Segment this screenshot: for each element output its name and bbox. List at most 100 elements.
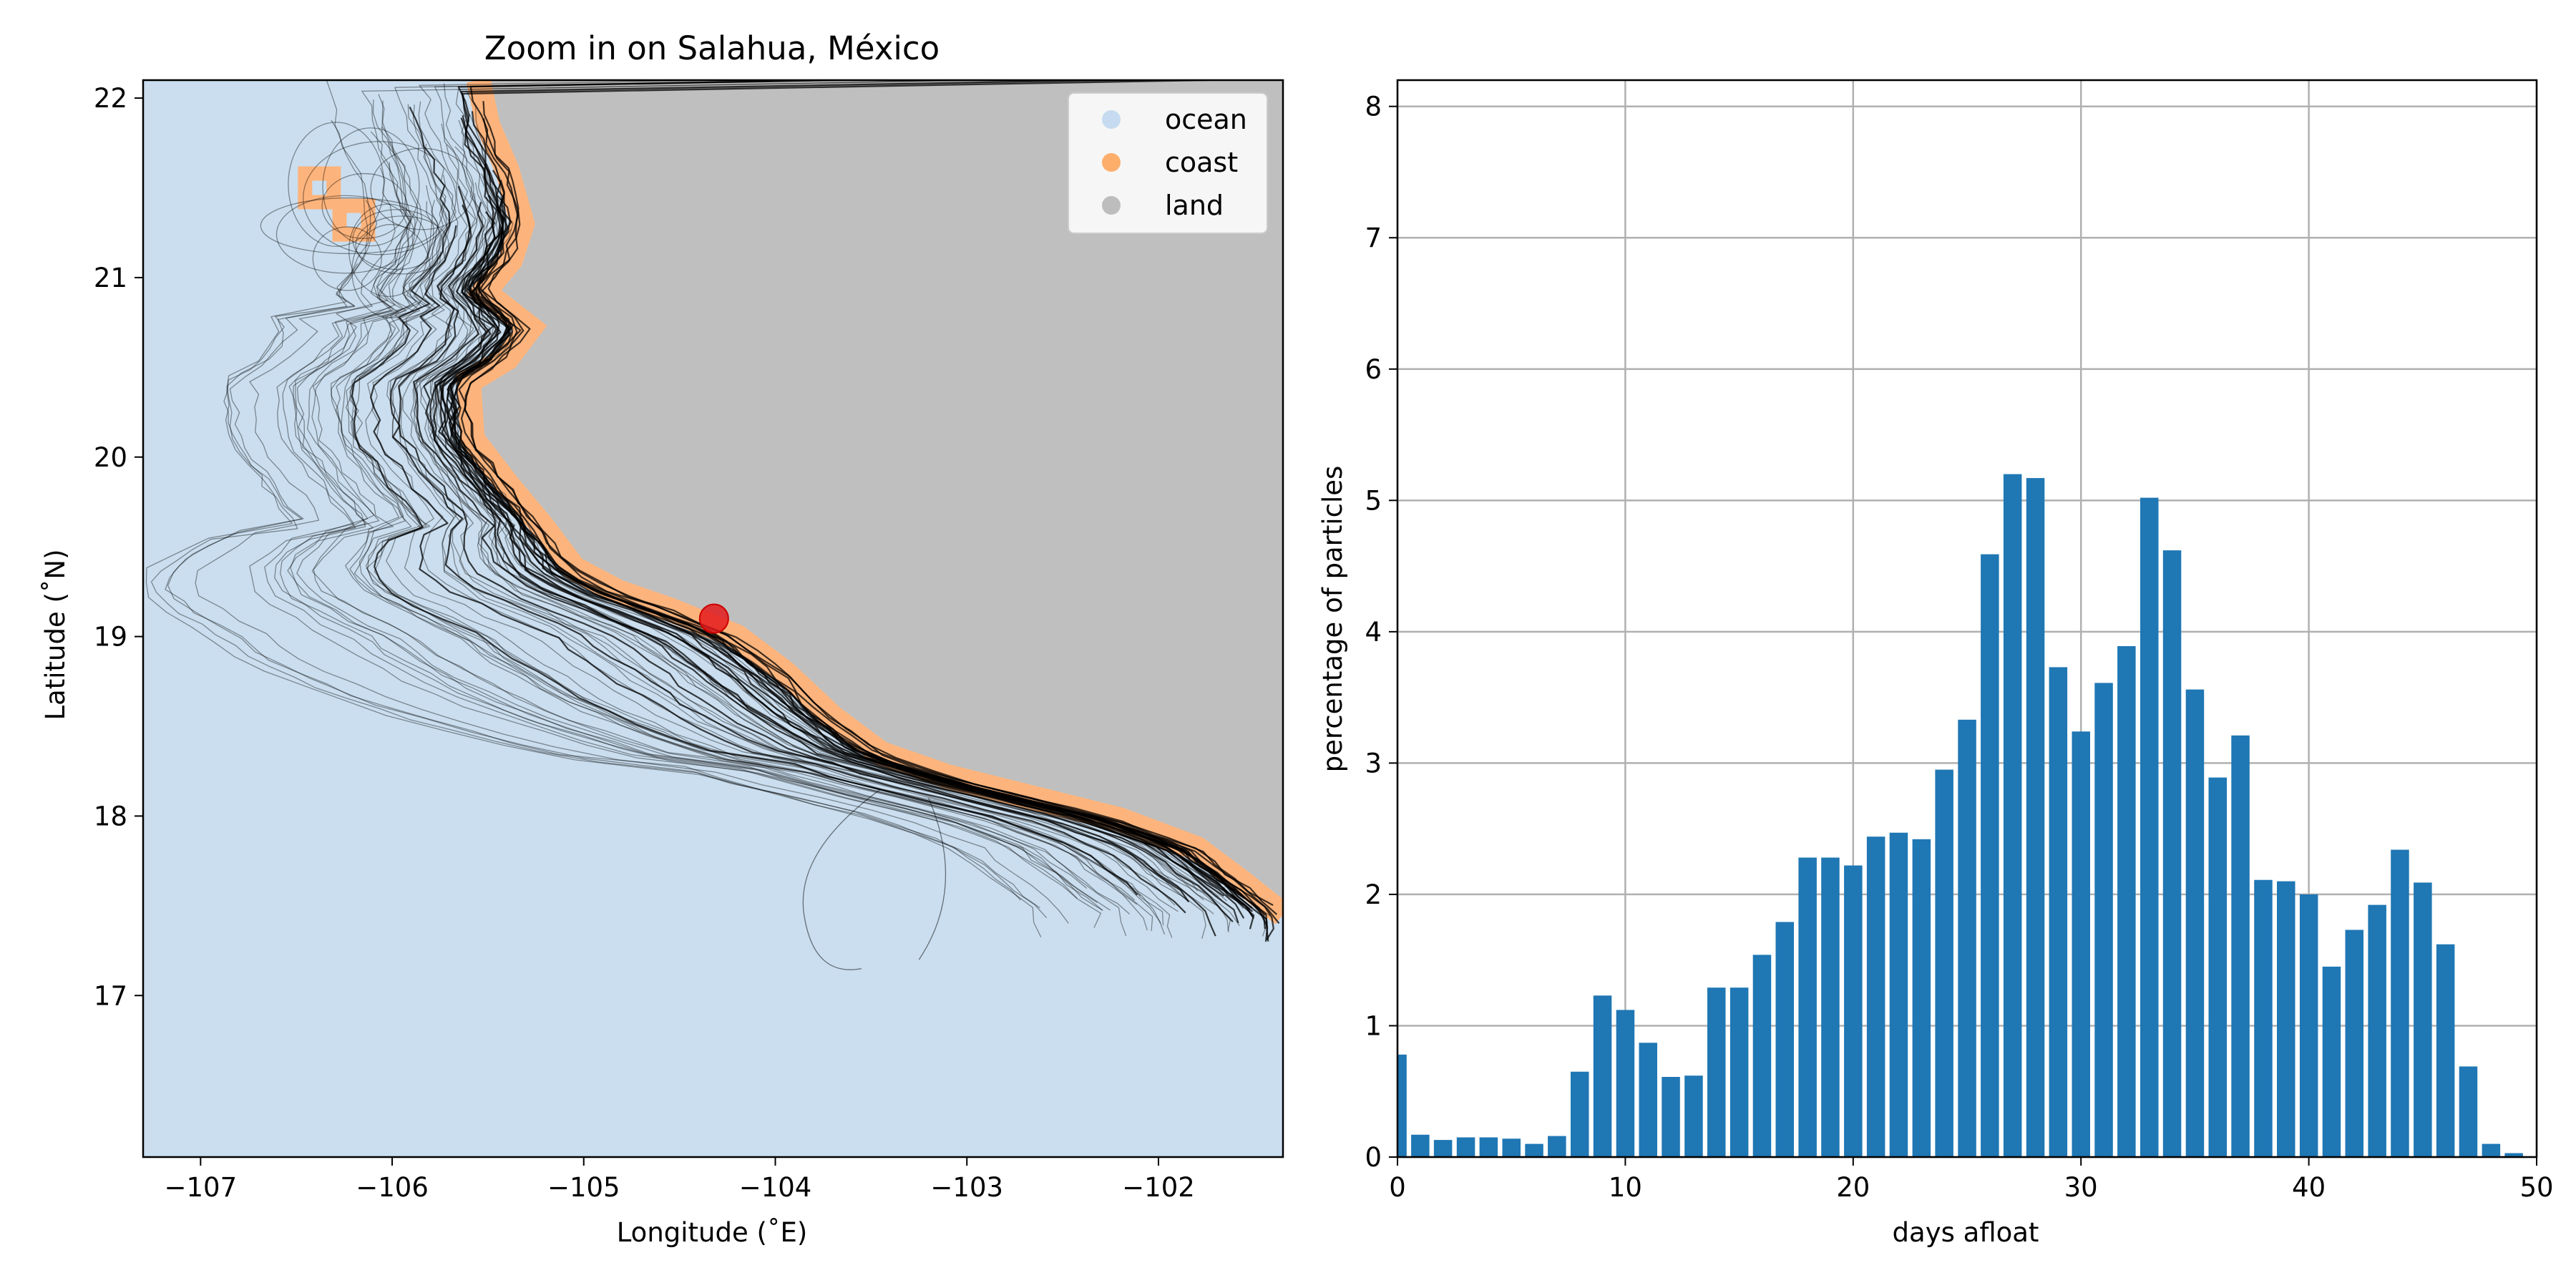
histogram-y-tick-label: 7 [1365, 223, 1382, 253]
histogram-bars [1397, 474, 2523, 1157]
histogram-bar [2162, 550, 2182, 1157]
histogram-bar [1684, 1075, 1703, 1157]
map-panel: Zoom in on Salahua, México −107 −106 −105−… [40, 29, 1284, 1248]
histogram-bar [1775, 922, 1794, 1157]
particle-track [195, 167, 1069, 924]
particle-track [349, 104, 1164, 926]
histogram-y-tick-label: 8 [1365, 92, 1382, 122]
particle-track [432, 218, 1219, 897]
histogram-bar [1662, 1077, 1680, 1157]
particle-track [414, 182, 1229, 932]
particle-track [348, 203, 1141, 897]
particle-track [412, 202, 1234, 922]
histogram-bar [1525, 1143, 1543, 1157]
histogram-bar [2482, 1143, 2501, 1157]
histogram-y-tick-label: 4 [1365, 617, 1382, 648]
particle-track [389, 80, 1189, 902]
histogram-y-tick-label: 0 [1365, 1142, 1382, 1173]
histogram-bar [2345, 930, 2363, 1157]
island-ocean-cell [312, 180, 327, 195]
map-x-tick-label: −104 [739, 1172, 812, 1203]
map-x-tick-label: −106 [356, 1172, 429, 1203]
map-x-tick-label: −103 [930, 1172, 1003, 1203]
particle-track [296, 100, 1088, 889]
map-x-axis: −107 −106 −105 −104 −103 −102 [165, 1157, 1195, 1203]
histogram-bar [2231, 735, 2250, 1157]
histogram-y-axis-label: percentage of particles [1317, 466, 1348, 773]
particle-track [428, 252, 1228, 902]
histogram-x-tick-label: 10 [1609, 1172, 1642, 1203]
particle-track [312, 268, 1131, 914]
particle-loop [312, 226, 382, 291]
legend-marker-land [1102, 196, 1121, 215]
particle-loop [351, 224, 431, 318]
histogram-bar [1889, 832, 1908, 1157]
particle-track [290, 99, 1098, 903]
histogram-y-tick-label: 3 [1365, 748, 1382, 779]
island-ocean-cell [346, 213, 361, 228]
histogram-bar [1456, 1137, 1475, 1157]
map-x-tick-label: −105 [547, 1172, 620, 1203]
particle-loop [322, 127, 420, 247]
map-y-tick-label: 20 [94, 442, 127, 473]
particle-loop [321, 172, 407, 239]
histogram-bar [2072, 731, 2090, 1157]
particle-track [420, 119, 1240, 927]
histogram-bar [2277, 881, 2296, 1157]
histogram-bar [2414, 882, 2432, 1157]
particle-track [345, 144, 1166, 935]
particle-track [386, 123, 1206, 939]
histogram-bar [1639, 1043, 1657, 1157]
histogram-bar [2368, 904, 2386, 1157]
histogram-bar [1397, 1054, 1407, 1157]
particle-track [150, 263, 1021, 901]
particle-loop [303, 141, 457, 255]
histogram-panel: 0 10 20 30 40 50 0 1 2 3 4 5 6 7 8 days afloat percen… [1317, 79, 2554, 1248]
particle-loop [370, 147, 474, 230]
histogram-bar [1798, 857, 1817, 1157]
particle-track [454, 80, 1268, 937]
map-y-axis-label: Latitude (˚N) [40, 549, 71, 720]
histogram-bar [1616, 1010, 1635, 1157]
histogram-x-axis-label: days afloat [1893, 1217, 2039, 1248]
legend-marker-coast [1102, 153, 1121, 172]
legend-marker-ocean [1102, 110, 1121, 129]
particle-track [340, 80, 1153, 932]
map-legend: ocean coast land [1068, 92, 1268, 234]
histogram-bar [1866, 836, 1885, 1157]
histogram-x-tick-label: 0 [1389, 1172, 1406, 1203]
histogram-bar [2049, 667, 2068, 1157]
particle-loop [288, 122, 385, 247]
particle-track [392, 80, 1190, 903]
particle-track [346, 104, 1161, 924]
particle-track [413, 277, 1199, 892]
histogram-bar [2185, 689, 2205, 1157]
histogram-bar [2208, 777, 2227, 1157]
histogram-bar [1479, 1137, 1498, 1157]
particle-track [365, 175, 1179, 912]
particle-track [145, 80, 1042, 937]
particle-track [353, 251, 1173, 938]
particle-track [447, 114, 1270, 917]
particle-track [331, 185, 1138, 905]
legend-label-ocean: ocean [1165, 104, 1247, 135]
histogram-bar [2140, 497, 2159, 1157]
particle-track [336, 200, 1136, 901]
land-area [469, 80, 1283, 915]
particle-track [458, 80, 1280, 924]
histogram-x-tick-label: 30 [2064, 1172, 2098, 1203]
histogram-bar [2391, 849, 2409, 1157]
particle-track [439, 114, 1255, 930]
particle-track [370, 225, 1186, 914]
particle-track [351, 106, 1138, 896]
histogram-bar [1844, 865, 1863, 1157]
histogram-bar [1912, 839, 1931, 1157]
histogram-bar [1502, 1138, 1521, 1157]
histogram-y-tick-label: 5 [1365, 485, 1382, 516]
particle-track [437, 256, 1225, 889]
map-x-tick-label: −102 [1122, 1172, 1195, 1203]
histogram-bar [1571, 1071, 1589, 1157]
particle-loop [352, 209, 442, 270]
map-y-tick-label: 21 [94, 263, 127, 293]
particle-track [441, 195, 1251, 910]
